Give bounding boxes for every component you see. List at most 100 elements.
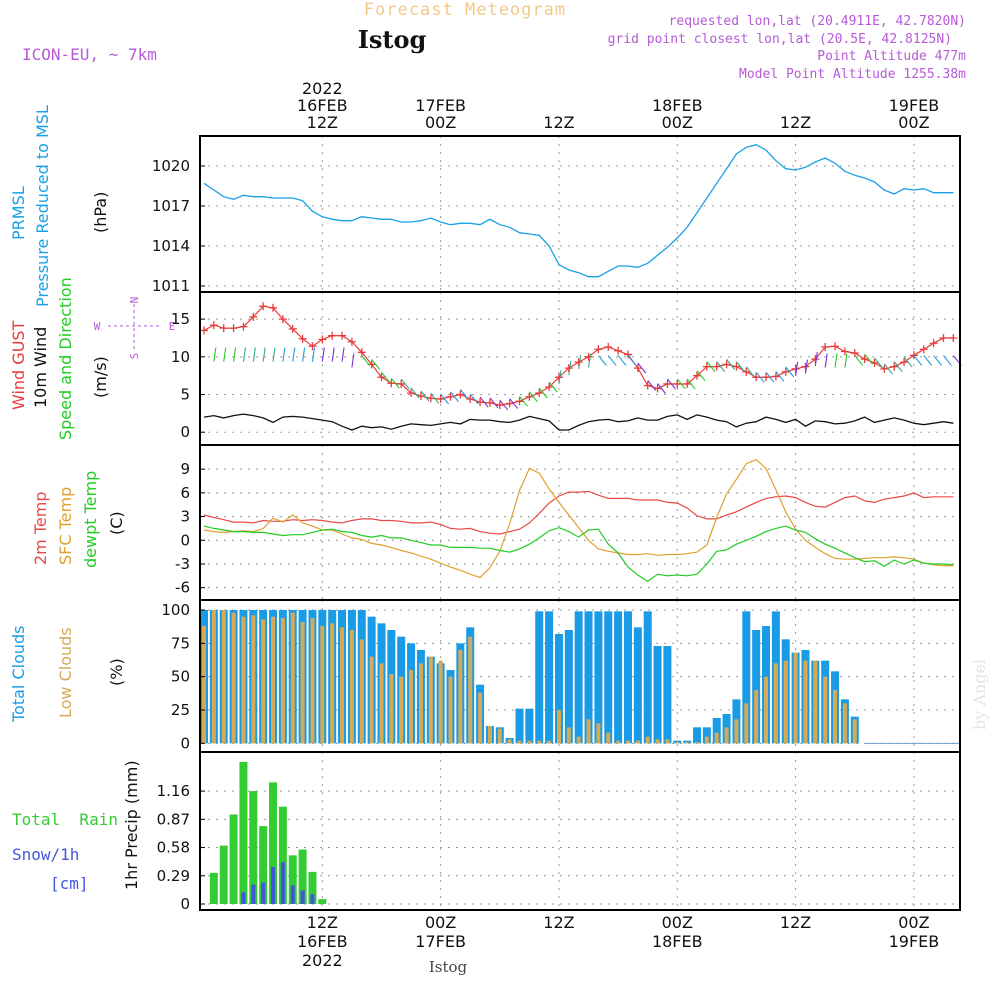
total-cloud-bar [623, 611, 632, 744]
low-cloud-bar [537, 740, 542, 744]
gust-marker [693, 371, 701, 380]
total-cloud-bar [594, 611, 603, 744]
top-time-label: 2022 [302, 79, 343, 98]
low-cloud-bar [606, 732, 611, 744]
total-cloud-bar [525, 708, 534, 744]
low-cloud-bar [379, 663, 384, 744]
gust-marker [811, 355, 820, 364]
total-cloud-bar [663, 646, 672, 744]
wind-arrow [558, 370, 562, 385]
model-label: ICON-EU, ~ 7km [22, 45, 157, 64]
wind-arrow [292, 347, 296, 362]
low-cloud-bar [211, 610, 216, 744]
wind-ytick-label: 0 [180, 423, 190, 441]
total-cloud-bar [564, 630, 573, 744]
low-cloud-bar [231, 612, 236, 744]
gust-marker [426, 394, 435, 403]
bottom-time-label: 00Z [425, 913, 456, 932]
wind-series-wind-gust [203, 305, 954, 406]
low-cloud-bar [349, 630, 354, 744]
gust-marker [890, 362, 899, 371]
wind-arrow [824, 353, 828, 368]
wind-arrow [657, 383, 666, 394]
low-clouds-label: Low Clouds [56, 627, 75, 718]
low-cloud-bar [566, 727, 571, 744]
low-cloud-bar [773, 663, 778, 744]
low-cloud-bar [783, 660, 788, 744]
watermark: by Angel [970, 659, 989, 730]
snow-bar [261, 882, 266, 904]
gust-marker [712, 362, 721, 371]
top-time-label: 12Z [543, 113, 574, 132]
low-cloud-bar [635, 740, 640, 744]
rain-bar [298, 849, 307, 904]
gust-marker [545, 382, 554, 391]
rain-bar [209, 872, 218, 904]
bottom-time-label: 16FEB [297, 932, 348, 951]
wind-ytick-label: 5 [180, 386, 190, 404]
pressure-ytick-label: 1011 [152, 277, 190, 295]
rain-bar [288, 855, 297, 904]
snow-label: Snow/1h [12, 845, 79, 864]
low-cloud-bar [813, 660, 818, 744]
rain-bar [269, 782, 278, 904]
total-clouds-label: Total Clouds [9, 626, 28, 724]
total-cloud-bar [515, 708, 524, 744]
rain-bar [278, 806, 287, 904]
wind-arrow [637, 362, 647, 374]
gust-marker [515, 397, 524, 406]
gust-marker [939, 333, 948, 342]
gust-marker [239, 322, 248, 331]
low-cloud-bar [261, 619, 266, 744]
low-cloud-bar [586, 719, 591, 744]
cloud-labels: Total Clouds Low Clouds (%) [9, 626, 126, 724]
wind-arrow [223, 347, 227, 362]
wind-arrow [351, 353, 355, 368]
wind-arrow [410, 387, 420, 399]
temperature-series-2m-temp [203, 490, 954, 535]
low-cloud-bar [754, 690, 759, 744]
wind-arrow [627, 355, 637, 366]
low-cloud-bar [300, 622, 305, 744]
rain-bar [249, 791, 258, 904]
total-rain-label: Total Rain [12, 810, 118, 829]
pressure-ytick-label: 1014 [152, 237, 190, 255]
wind-arrow [874, 357, 883, 369]
gust-marker [574, 358, 583, 367]
chart-marks [200, 144, 962, 904]
temp-unit: (C) [107, 511, 126, 535]
compass-w: W [94, 320, 101, 333]
snow-bar [310, 894, 315, 904]
temperature-ytick-label: 9 [180, 460, 190, 478]
precip-frame [199, 751, 961, 911]
wind-frame [199, 291, 961, 446]
rain-bar [219, 845, 228, 904]
wind-arrow [903, 356, 913, 368]
low-cloud-bar [478, 692, 483, 744]
wind-arrow [568, 361, 572, 376]
low-cloud-bar [616, 740, 621, 744]
low-cloud-bar [793, 652, 798, 744]
gust-marker [604, 343, 613, 352]
gust-marker [535, 389, 544, 398]
wind-arrow [736, 361, 745, 372]
precip-ytick-label: 0 [180, 895, 190, 913]
gust-marker [338, 331, 347, 340]
low-cloud-bar [665, 739, 670, 744]
wind-arrow [371, 359, 381, 370]
gust-marker [673, 379, 682, 388]
gust-label: Wind GUST [9, 320, 28, 410]
top-time-label: 18FEB [652, 96, 703, 115]
wind-arrow [617, 355, 627, 366]
gust-marker [594, 345, 603, 354]
total-cloud-bar [752, 630, 761, 744]
top-time-label: 00Z [898, 113, 929, 132]
clouds-ytick-label: 75 [171, 634, 190, 652]
gust-marker [416, 392, 425, 401]
top-time-label: 19FEB [889, 96, 940, 115]
wind-arrow [686, 378, 696, 390]
wind-arrow [499, 399, 509, 411]
clouds-ytick-label: 50 [171, 668, 190, 686]
compass-rose: N W E S [94, 297, 176, 360]
